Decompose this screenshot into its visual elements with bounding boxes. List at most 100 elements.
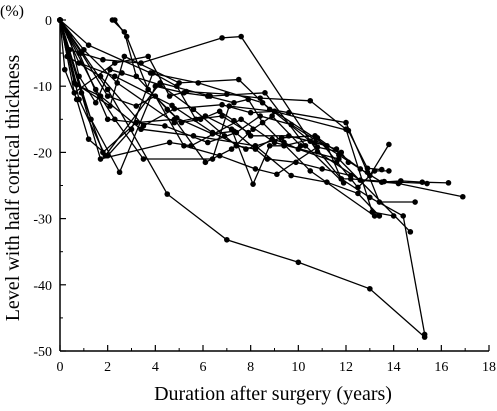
data-point [104, 86, 111, 93]
axis-labels: Level with half cortical thickness Durat… [0, 3, 392, 405]
series-line [59, 19, 428, 185]
data-point [376, 213, 383, 219]
data-point [145, 86, 151, 93]
data-point [286, 133, 292, 139]
data-point [133, 119, 140, 126]
data-point [250, 126, 256, 133]
data-point [297, 142, 304, 149]
data-point [302, 142, 309, 149]
data-point [376, 199, 383, 205]
data-point [378, 179, 385, 185]
data-point [116, 169, 123, 176]
data-point [233, 142, 240, 149]
data-point [386, 168, 392, 174]
data-point [104, 152, 111, 159]
data-point [219, 35, 225, 41]
data-point [119, 70, 125, 76]
data-point [166, 139, 173, 146]
data-point [364, 165, 371, 172]
data-point [73, 96, 80, 103]
series-line [59, 19, 337, 163]
data-point [421, 331, 428, 338]
data-point [288, 172, 294, 179]
data-point [338, 149, 345, 156]
data-point [162, 123, 168, 129]
data-point [343, 119, 349, 126]
data-point [145, 53, 151, 60]
x-tick-label: 0 [57, 360, 64, 375]
data-point [424, 180, 430, 187]
data-point [231, 128, 237, 135]
data-point [398, 178, 404, 184]
data-point [247, 109, 254, 116]
data-point [164, 191, 171, 197]
data-point [250, 181, 256, 187]
x-tick-label: 12 [339, 360, 353, 375]
data-point [407, 229, 414, 235]
data-point [100, 56, 106, 63]
data-point [333, 146, 340, 152]
data-point [224, 236, 230, 243]
series-line [114, 19, 351, 177]
series-line [59, 19, 411, 233]
data-point [266, 142, 273, 149]
data-point [97, 156, 104, 162]
data-point [288, 121, 294, 128]
series-group [57, 17, 466, 340]
series-line [59, 19, 390, 177]
series-11 [57, 17, 452, 186]
data-point [195, 80, 202, 86]
data-point [166, 93, 173, 99]
data-point [338, 176, 345, 182]
data-point [269, 136, 275, 142]
data-point [271, 108, 278, 115]
data-point [133, 103, 140, 109]
data-point [121, 53, 128, 60]
series-line [59, 19, 416, 203]
data-point [140, 156, 147, 162]
data-point [245, 96, 252, 103]
y-axis-label: Level with half cortical thickness [2, 55, 24, 322]
data-point [171, 105, 178, 112]
series-6 [57, 17, 414, 235]
data-point [314, 135, 321, 141]
data-point [266, 106, 273, 113]
data-point [262, 90, 268, 96]
data-point [257, 95, 264, 101]
x-tick-label: 14 [387, 360, 401, 375]
data-point [157, 82, 163, 88]
data-point [112, 60, 118, 66]
data-point [333, 159, 340, 166]
data-point [390, 213, 397, 219]
y-tick-label: -10 [33, 80, 52, 95]
data-point [219, 101, 225, 108]
data-point [445, 180, 452, 186]
data-point [216, 152, 223, 159]
data-point [104, 93, 111, 99]
axes: 0 2 4 6 8 10 12 14 16 18 0 -10 -20 -30 -40 -50 [33, 14, 496, 375]
series-1 [57, 17, 428, 340]
data-point [85, 42, 92, 48]
x-tick-label: 10 [291, 360, 305, 375]
data-point [107, 103, 113, 109]
data-point [314, 144, 321, 150]
data-point [183, 88, 190, 95]
y-tick-label: -40 [33, 279, 52, 294]
series-line [59, 19, 394, 217]
data-point [150, 70, 156, 76]
data-point [123, 33, 130, 40]
x-tick-label: 4 [152, 360, 159, 375]
data-point [100, 149, 106, 156]
y-tick-label: -50 [33, 345, 52, 360]
data-point [274, 171, 280, 178]
y-tick-label: -30 [33, 213, 52, 228]
data-point [319, 166, 325, 172]
series-line [59, 19, 349, 175]
data-point [367, 285, 373, 292]
data-point [412, 199, 418, 205]
x-axis-label: Duration after surgery (years) [154, 383, 392, 405]
data-point [104, 116, 111, 123]
data-point [238, 116, 244, 123]
